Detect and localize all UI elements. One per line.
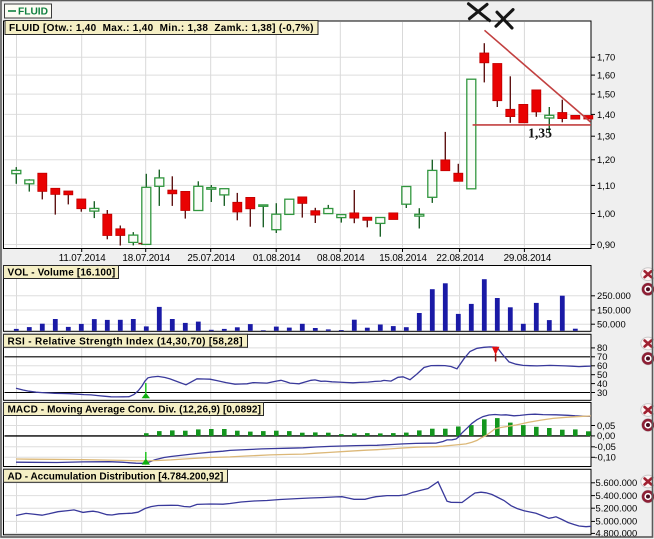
- svg-text:1,00: 1,00: [597, 208, 615, 219]
- svg-text:18.07.2014: 18.07.2014: [122, 253, 170, 264]
- svg-text:25.07.2014: 25.07.2014: [187, 253, 235, 264]
- svg-text:01.08.2014: 01.08.2014: [253, 253, 301, 264]
- svg-text:FLUID: FLUID: [18, 6, 48, 17]
- svg-text:1,35: 1,35: [528, 126, 552, 141]
- svg-text:50.000: 50.000: [597, 319, 626, 330]
- svg-text:VOL - Volume [16.100]: VOL - Volume [16.100]: [8, 268, 116, 279]
- svg-text:80: 80: [597, 342, 607, 353]
- svg-text:70: 70: [597, 351, 607, 362]
- svg-text:250.000: 250.000: [597, 290, 631, 301]
- svg-text:-0,10: -0,10: [595, 452, 616, 463]
- svg-text:MACD - Moving Average Conv. Di: MACD - Moving Average Conv. Div. (12,26,…: [8, 405, 262, 416]
- svg-text:30: 30: [597, 387, 607, 398]
- svg-text:5.000.000: 5.000.000: [596, 516, 638, 527]
- svg-text:0,90: 0,90: [597, 239, 615, 250]
- svg-text:1,20: 1,20: [597, 154, 615, 165]
- svg-text:RSI - Relative Strength Index: RSI - Relative Strength Index (14,30,70)…: [8, 337, 243, 348]
- svg-text:15.08.2014: 15.08.2014: [379, 253, 427, 264]
- svg-text:FLUID [Otw.: 1,40 Max.: 1,40: FLUID [Otw.: 1,40 Max.: 1,40 Min.: 1,38 …: [9, 23, 314, 34]
- svg-text:5.400.000: 5.400.000: [596, 490, 638, 501]
- svg-text:5.600.000: 5.600.000: [596, 477, 638, 488]
- svg-text:AD - Accumulation Distribution: AD - Accumulation Distribution [4.784.20…: [8, 472, 224, 483]
- svg-text:4.800.000: 4.800.000: [596, 528, 638, 539]
- svg-text:0,05: 0,05: [597, 420, 615, 431]
- svg-text:150.000: 150.000: [597, 304, 631, 315]
- svg-text:-0,05: -0,05: [595, 441, 616, 452]
- svg-text:50: 50: [597, 369, 607, 380]
- svg-text:22.08.2014: 22.08.2014: [436, 253, 484, 264]
- svg-text:0,00: 0,00: [597, 430, 615, 441]
- svg-text:11.07.2014: 11.07.2014: [59, 253, 107, 264]
- svg-text:1,60: 1,60: [597, 70, 615, 81]
- svg-text:08.08.2014: 08.08.2014: [317, 253, 365, 264]
- svg-text:1,40: 1,40: [597, 109, 615, 120]
- svg-text:1,30: 1,30: [597, 131, 615, 142]
- svg-text:29.08.2014: 29.08.2014: [504, 253, 552, 264]
- svg-text:1,10: 1,10: [597, 180, 615, 191]
- svg-text:1,70: 1,70: [597, 52, 615, 63]
- svg-text:5.200.000: 5.200.000: [596, 503, 638, 514]
- svg-text:1,50: 1,50: [597, 89, 615, 100]
- svg-text:40: 40: [597, 378, 607, 389]
- svg-text:60: 60: [597, 360, 607, 371]
